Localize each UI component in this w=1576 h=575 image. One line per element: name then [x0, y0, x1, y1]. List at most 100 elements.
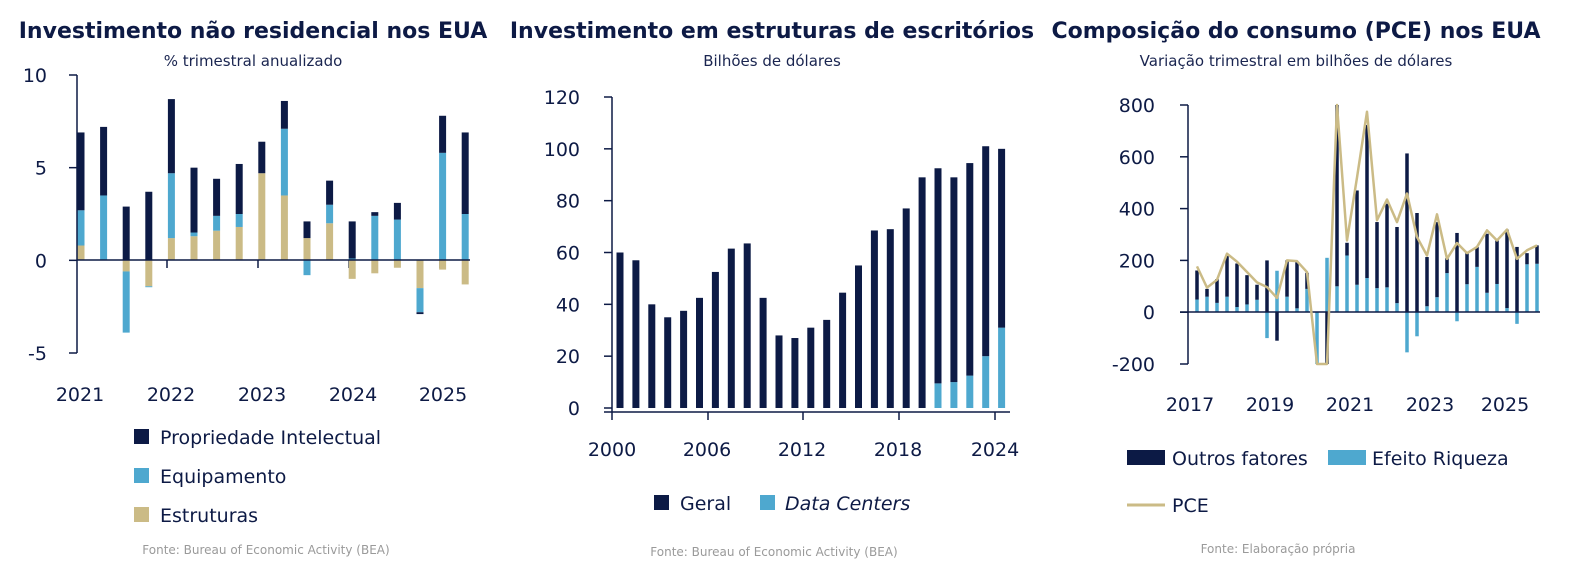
- bar-outros-fatores: [1395, 226, 1399, 304]
- bar-outros-fatores: [1485, 233, 1489, 293]
- y-tick-label: -5: [28, 343, 47, 365]
- bar-geral: [759, 297, 767, 408]
- bar-estruturas: [393, 260, 401, 268]
- x-tick-label: 2018: [874, 439, 922, 461]
- x-tick-label: 2012: [778, 439, 826, 461]
- bar-efeito-riqueza: [1415, 312, 1419, 337]
- bar-estruturas: [77, 245, 85, 261]
- bar-outros-fatores: [1365, 124, 1369, 279]
- y-tick-label: 0: [35, 250, 47, 272]
- bar-outros-fatores: [1455, 232, 1459, 313]
- y-tick-label: 400: [1119, 199, 1155, 221]
- bar-outros-fatores: [1425, 257, 1429, 307]
- bar-propriedade-intelectual: [167, 99, 175, 174]
- chart-pce-composition: Composição do consumo (PCE) nos EUA Vari…: [1052, 19, 1541, 556]
- bar-efeito-riqueza: [1345, 255, 1349, 313]
- y-tick-label: 40: [556, 294, 580, 316]
- bar-estruturas: [326, 223, 334, 261]
- bar-efeito-riqueza: [1325, 257, 1329, 313]
- bar-propriedade-intelectual: [77, 132, 85, 211]
- y-tick-label: 20: [556, 346, 580, 368]
- chart-office-structures: Investimento em estruturas de escritório…: [510, 19, 1034, 559]
- bar-geral: [648, 304, 656, 408]
- bar-propriedade-intelectual: [213, 178, 221, 216]
- bar-geral: [743, 243, 751, 408]
- bar-geral: [791, 338, 799, 408]
- bar-propriedade-intelectual: [235, 163, 243, 214]
- bar-equipamento: [416, 288, 424, 313]
- bar-equipamento: [371, 215, 379, 261]
- bar-efeito-riqueza: [1435, 297, 1439, 313]
- bar-efeito-riqueza: [1475, 266, 1479, 313]
- bar-geral: [616, 252, 624, 408]
- bar-geral: [775, 335, 783, 408]
- legend-label: Data Centers: [785, 493, 910, 515]
- legend-label: Geral: [680, 493, 731, 515]
- bar-geral: [870, 230, 878, 408]
- bar-propriedade-intelectual: [190, 167, 198, 233]
- y-tick-label: 5: [35, 158, 47, 180]
- bar-efeito-riqueza: [1465, 284, 1469, 313]
- bar-estruturas: [122, 260, 130, 272]
- bar-estruturas: [167, 238, 175, 261]
- bar-outros-fatores: [1295, 262, 1299, 309]
- bar-geral: [839, 292, 847, 408]
- chart-nonresidential-investment: Investimento não residencial nos EUA % t…: [19, 19, 487, 557]
- source-note: Fonte: Elaboração própria: [1201, 542, 1356, 556]
- y-tick-label: 120: [544, 87, 580, 109]
- bar-efeito-riqueza: [1495, 283, 1499, 313]
- bar-data-centers: [950, 382, 958, 408]
- bar-efeito-riqueza: [1425, 306, 1429, 313]
- bar-efeito-riqueza: [1515, 312, 1519, 324]
- chart-subtitle: Bilhões de dólares: [703, 52, 841, 70]
- y-tick-label: 60: [556, 243, 580, 265]
- bar-estruturas: [416, 260, 424, 289]
- bar-outros-fatores: [1195, 270, 1199, 300]
- pce-line: [1195, 103, 1538, 366]
- chart-title: Investimento em estruturas de escritório…: [510, 19, 1034, 44]
- source-note: Fonte: Bureau of Economic Activity (BEA): [142, 543, 389, 557]
- bar-outros-fatores: [1275, 312, 1279, 341]
- bar-equipamento: [393, 219, 401, 261]
- bar-propriedade-intelectual: [122, 206, 130, 261]
- bar-geral: [855, 265, 862, 408]
- bar-outros-fatores: [1225, 255, 1229, 297]
- bar-outros-fatores: [1525, 253, 1529, 265]
- x-tick-label: 2019: [1246, 394, 1294, 416]
- bar-propriedade-intelectual: [461, 132, 469, 214]
- bar-outros-fatores: [1285, 260, 1289, 297]
- bar-propriedade-intelectual: [258, 141, 266, 174]
- legend-swatch-data-centers: [760, 495, 775, 510]
- x-tick-label: 2025: [419, 384, 467, 406]
- bar-efeito-riqueza: [1275, 270, 1279, 313]
- bar-estruturas: [461, 260, 469, 285]
- bar-efeito-riqueza: [1365, 278, 1369, 313]
- bar-efeito-riqueza: [1405, 312, 1409, 353]
- y-tick-label: 80: [556, 191, 580, 213]
- bar-data-centers: [998, 327, 1006, 408]
- bar-geral: [918, 177, 926, 408]
- bar-outros-fatores: [1215, 279, 1219, 303]
- bar-propriedade-intelectual: [348, 221, 356, 259]
- bar-outros-fatores: [1495, 240, 1499, 284]
- x-tick-label: 2024: [971, 439, 1019, 461]
- y-tick-label: -200: [1112, 354, 1155, 376]
- bar-efeito-riqueza: [1335, 286, 1339, 313]
- y-tick-label: 10: [23, 65, 47, 87]
- x-tick-label: 2000: [588, 439, 636, 461]
- legend: Propriedade Intelectual Equipamento Estr…: [134, 427, 381, 527]
- bar-outros-fatores: [1345, 242, 1349, 256]
- bar-efeito-riqueza: [1225, 296, 1229, 313]
- x-tick-label: 2022: [147, 384, 195, 406]
- legend-label: Outros fatores: [1172, 448, 1308, 470]
- bar-propriedade-intelectual: [303, 221, 311, 239]
- legend: Geral Data Centers: [654, 493, 910, 515]
- chart-subtitle: Variação trimestral em bilhões de dólare…: [1140, 52, 1453, 70]
- bar-geral: [902, 208, 910, 408]
- bar-outros-fatores: [1435, 222, 1439, 298]
- legend-swatch-structures: [134, 507, 149, 522]
- y-tick-label: 600: [1119, 147, 1155, 169]
- bar-geral: [950, 177, 958, 383]
- bar-data-centers: [982, 356, 990, 408]
- x-tick-label: 2023: [1406, 394, 1454, 416]
